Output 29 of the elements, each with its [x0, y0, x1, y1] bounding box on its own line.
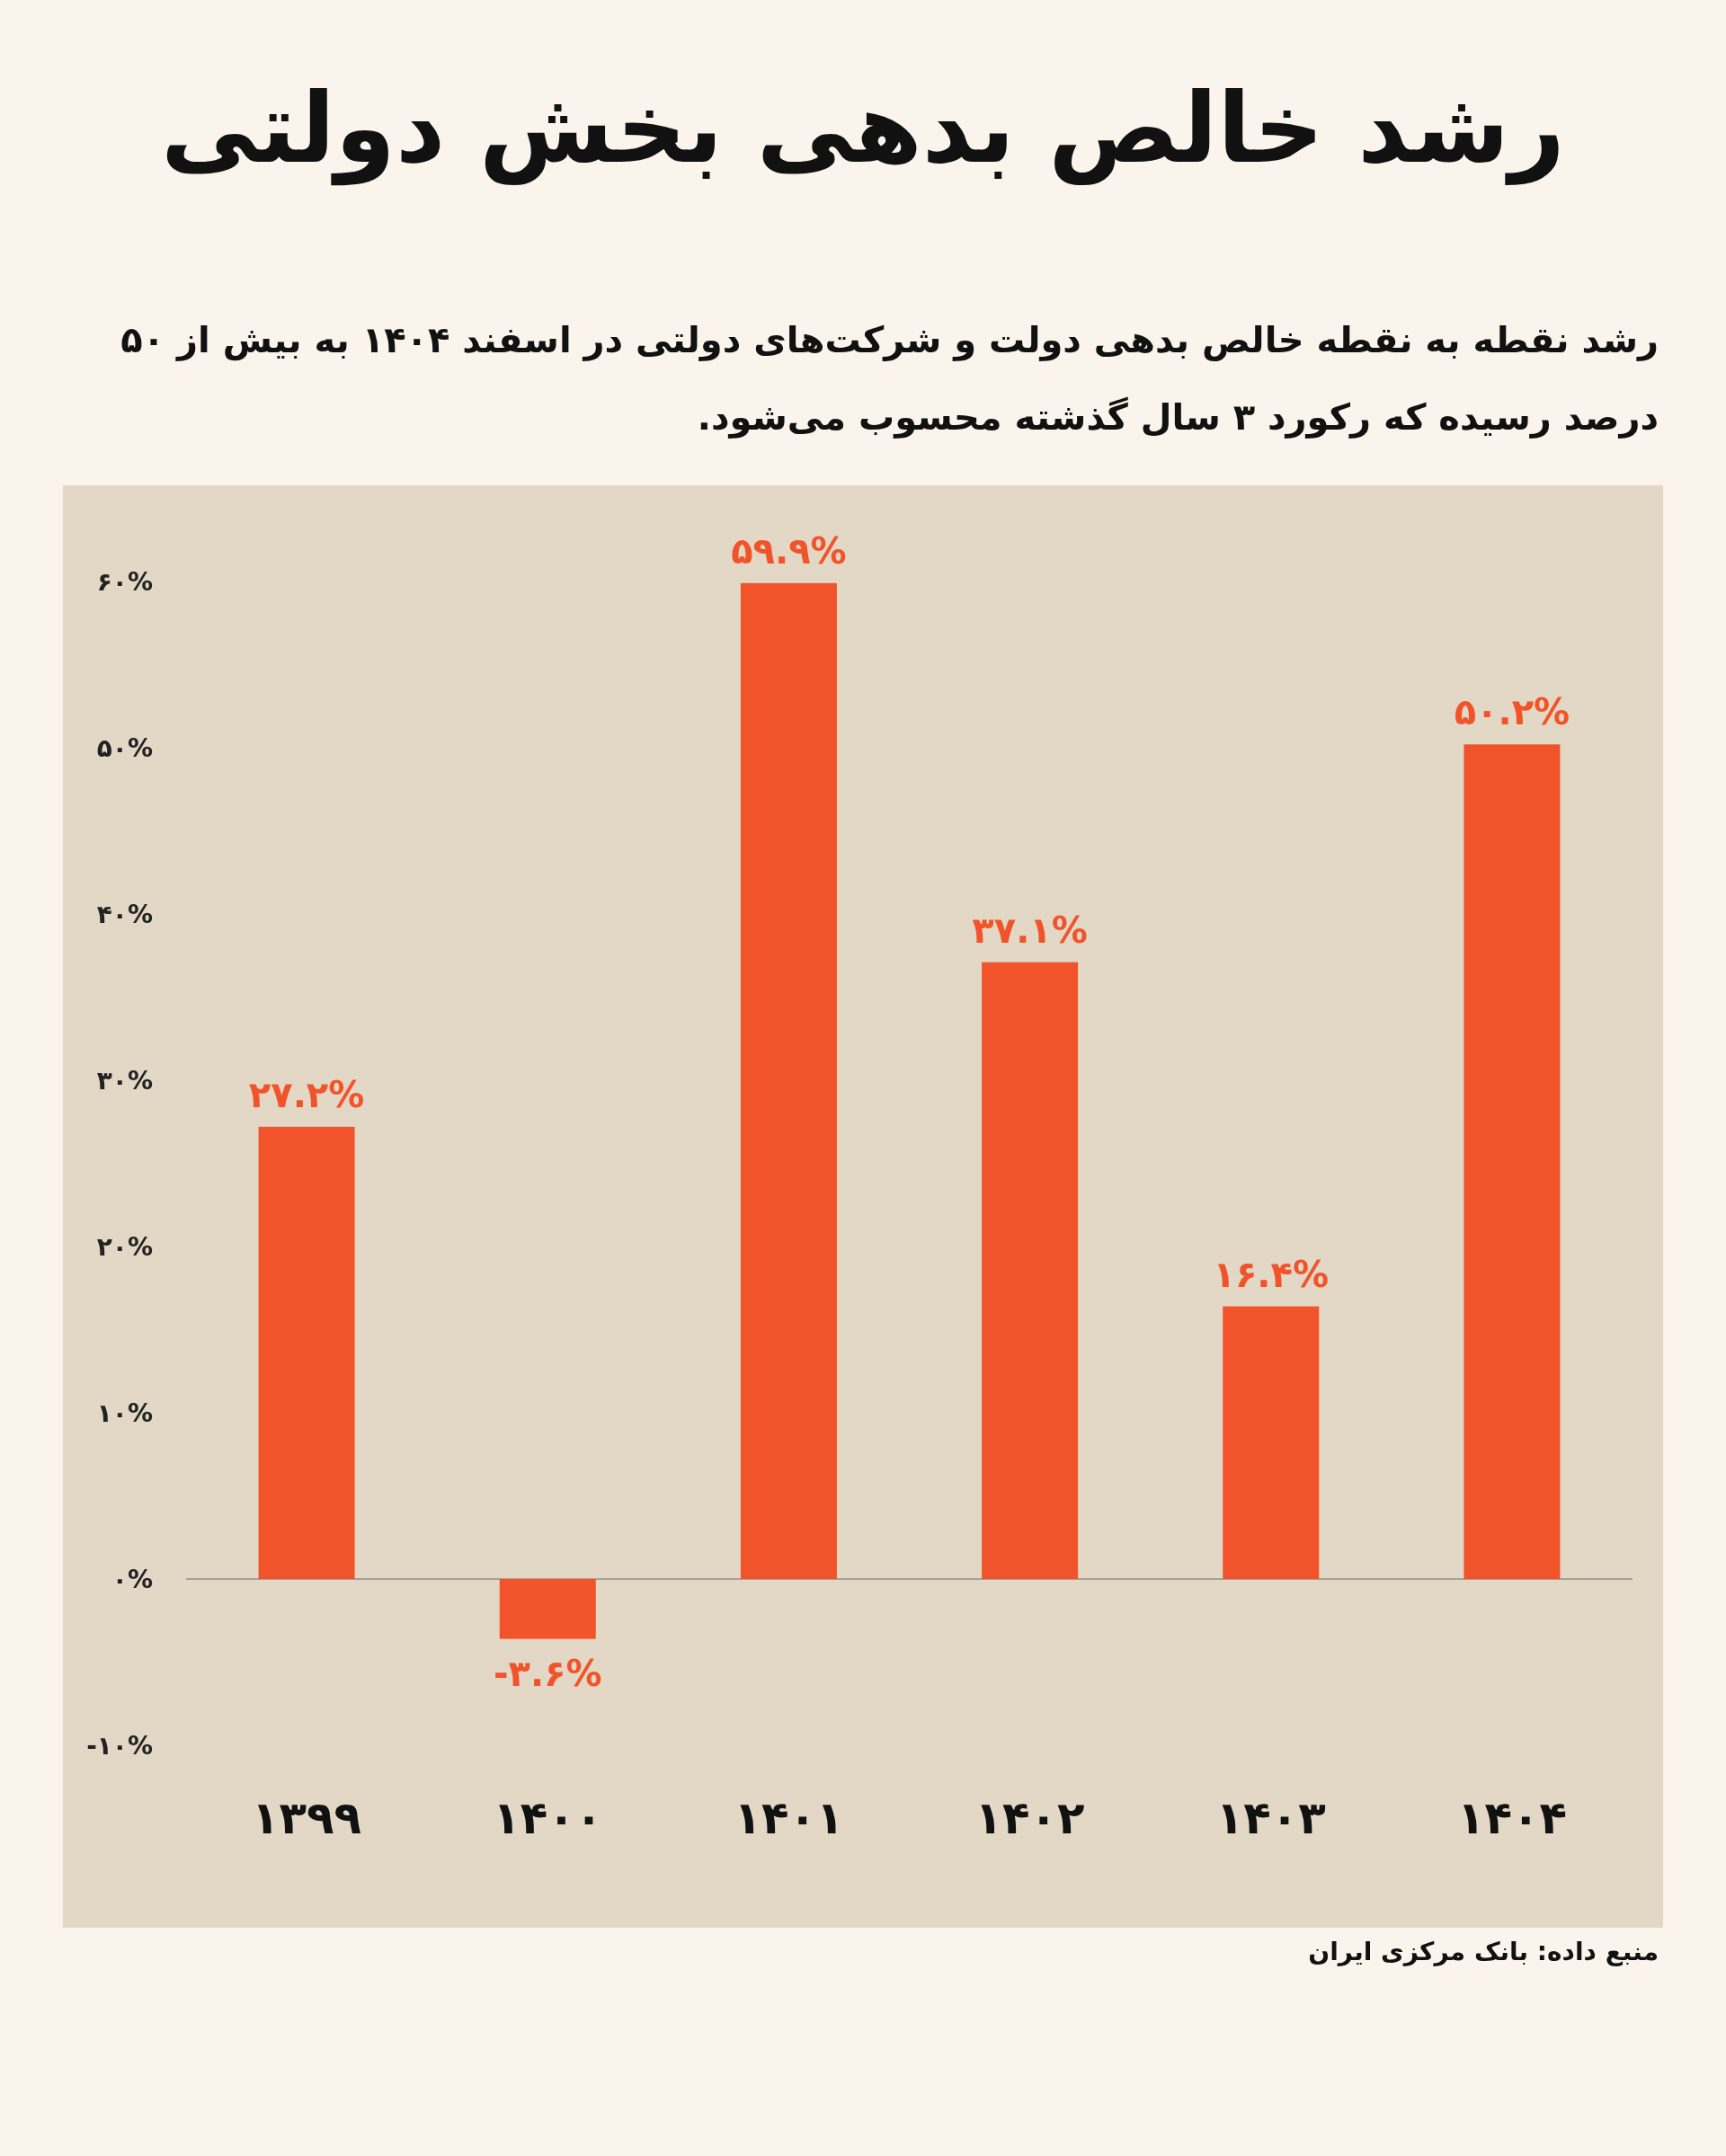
bar	[1464, 744, 1561, 1579]
chart-subtitle: رشد نقطه به نقطه خالص بدهی دولت و شرکت‌های دولتی در اسفند ۱۴۰۴ به بیش از ۵۰ درصد رسیده که رکورد ۳ سال گذشته محسوب می‌شود.	[120, 318, 1659, 440]
bar	[1223, 1306, 1320, 1579]
text: منبع داده: بانک مرکزی ایران	[1307, 1937, 1659, 1966]
data-label: ۱۶.۴%	[1213, 1253, 1330, 1295]
x-tick-label: ۱۴۰۱	[734, 1792, 844, 1844]
x-tick-label: ۱۴۰۲	[974, 1792, 1085, 1844]
x-tick-label: ۱۴۰۴	[1456, 1792, 1567, 1844]
y-tick-label: ۳۰%	[96, 1066, 153, 1096]
data-label: ۲۷.۲%	[248, 1073, 365, 1115]
bar	[258, 1126, 355, 1579]
y-tick-label: ۵۰%	[96, 733, 153, 763]
data-label: -۳.۶%	[493, 1652, 602, 1694]
data-label: ۵۰.۲%	[1454, 691, 1570, 733]
y-tick-label: -۱۰%	[86, 1731, 153, 1761]
y-tick-label: ۰%	[111, 1565, 153, 1594]
x-tick-label: ۱۴۰۳	[1215, 1792, 1326, 1844]
x-tick-label: ۱۳۹۹	[252, 1792, 362, 1844]
data-label: ۳۷.۱%	[972, 909, 1088, 951]
y-tick-label: ۱۰%	[96, 1398, 153, 1428]
chart-title: رشد خالص بدهی بخش دولتی	[159, 72, 1566, 184]
x-tick-label: ۱۴۰۰	[493, 1792, 603, 1844]
bar	[982, 962, 1079, 1579]
y-tick-label: ۴۰%	[96, 900, 153, 929]
bar	[499, 1579, 596, 1639]
bar	[740, 582, 837, 1579]
y-tick-label: ۲۰%	[96, 1232, 153, 1262]
y-tick-label: ۶۰%	[96, 567, 153, 597]
data-label: ۵۹.۹%	[731, 529, 847, 572]
